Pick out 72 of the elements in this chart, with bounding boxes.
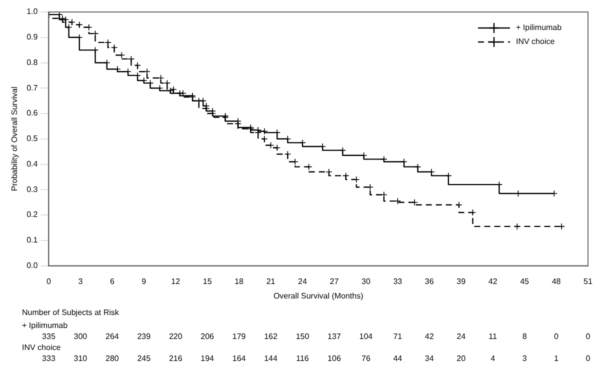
y-tick-label: 0.0: [26, 261, 38, 270]
text: 116: [296, 354, 310, 364]
x-tick-label: 24: [298, 276, 308, 286]
text: 0: [586, 332, 591, 342]
text: 206: [200, 332, 215, 342]
text: 194: [200, 354, 215, 364]
text: 264: [105, 332, 120, 342]
x-tick-label: 51: [584, 276, 593, 286]
y-tick-label: 0.6: [26, 108, 38, 118]
legend-label: + Ipilimumab: [516, 23, 562, 32]
text: 104: [359, 332, 374, 342]
text: 300: [74, 332, 88, 342]
x-tick-label: 36: [424, 276, 434, 286]
x-tick-label: 21: [266, 276, 276, 286]
text: 137: [328, 332, 342, 342]
y-tick-label: 0.3: [26, 184, 38, 194]
x-tick-label: 15: [202, 276, 212, 286]
text: 4: [490, 354, 496, 364]
y-tick-label: 0.8: [26, 58, 38, 67]
x-tick-label: 18: [234, 276, 244, 286]
x-tick-label: 39: [456, 276, 466, 286]
x-tick-label: 9: [142, 276, 147, 286]
y-tick-label: 0.7: [26, 83, 38, 92]
text: 310: [74, 354, 88, 364]
text: 20: [456, 354, 466, 364]
text: 162: [264, 332, 278, 342]
text: Number of Subjects at Risk: [22, 308, 120, 318]
x-tick-label: 3: [78, 276, 84, 286]
x-tick-label: 0: [46, 276, 52, 286]
text: 150: [296, 332, 310, 342]
legend-label: INV choice: [516, 37, 556, 46]
x-tick-label: 48: [552, 276, 562, 286]
text: 34: [424, 354, 434, 364]
x-tick-label: 42: [488, 276, 498, 286]
text: 335: [42, 332, 56, 342]
x-tick-label: 30: [361, 276, 371, 286]
text: 239: [137, 332, 152, 342]
text: 220: [168, 332, 183, 342]
text: 144: [264, 354, 278, 364]
x-tick-label: 33: [393, 276, 403, 286]
text: 76: [361, 354, 371, 364]
text: 245: [137, 354, 152, 364]
text: 3: [522, 354, 528, 364]
text: 106: [328, 354, 342, 364]
text: + Ipilimumab: [22, 321, 68, 330]
text: 216: [168, 354, 183, 364]
x-tick-label: 6: [110, 276, 115, 286]
text: 42: [424, 332, 434, 342]
text: 44: [393, 354, 403, 364]
text: 71: [393, 332, 403, 342]
y-tick-label: 0.4: [26, 159, 38, 168]
text: INV choice: [22, 343, 62, 352]
x-tick-label: 45: [520, 276, 530, 286]
text: 24: [456, 332, 466, 342]
y-tick-label: 0.5: [26, 134, 38, 144]
x-axis-title: Overall Survival (Months): [273, 291, 364, 300]
y-axis-title: Probability of Overall Survival: [10, 86, 20, 192]
y-tick-label: 1.0: [26, 7, 38, 16]
text: 164: [232, 354, 246, 364]
x-tick-label: 27: [330, 276, 340, 286]
text: 8: [522, 332, 528, 342]
text: 280: [105, 354, 120, 364]
text: 0: [554, 332, 560, 342]
text: 333: [42, 354, 56, 364]
y-tick-label: 0.2: [26, 210, 38, 220]
text: 11: [488, 332, 498, 342]
y-tick-label: 0.9: [26, 32, 38, 42]
x-tick-label: 12: [171, 276, 181, 286]
text: 1: [554, 354, 560, 364]
text: 179: [232, 332, 246, 342]
text: 0: [586, 354, 591, 364]
y-tick-label: 0.1: [26, 236, 38, 245]
